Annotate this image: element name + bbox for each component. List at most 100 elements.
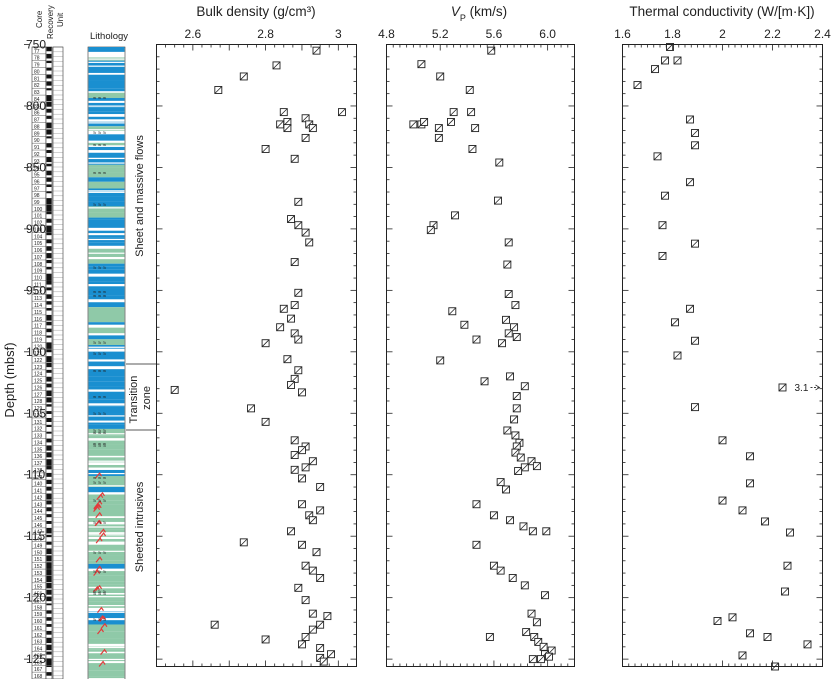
lava-texture-mark: ≈ ≈ ≈ <box>93 444 107 450</box>
data-point <box>290 436 299 445</box>
data-point <box>527 609 536 618</box>
core-number-label: 123 <box>34 365 43 371</box>
dike-band <box>88 92 125 98</box>
lava-texture-mark: ≈ ≈ ≈ <box>93 520 107 526</box>
lithology-gap <box>88 105 125 107</box>
data-point <box>305 238 314 247</box>
lava-flow-band <box>88 611 125 619</box>
core-number-label: 101 <box>34 214 43 220</box>
data-point <box>718 496 727 505</box>
recovery-bar <box>46 665 52 668</box>
core-number-label: 127 <box>34 392 43 398</box>
lava-flow-band <box>88 47 125 53</box>
lithology-gap <box>88 658 125 661</box>
recovery-bar <box>46 280 52 285</box>
core-number-label: 148 <box>34 537 43 543</box>
lava-flow-band <box>88 399 125 407</box>
core-number-label: 91 <box>34 145 40 151</box>
data-point <box>512 404 521 413</box>
recovery-bar <box>46 534 52 538</box>
data-point <box>728 613 737 622</box>
recovery-bar <box>46 637 52 644</box>
lithology-gap <box>88 493 125 495</box>
data-point <box>467 108 476 117</box>
zone-label-transition-line1: Transition <box>128 376 140 424</box>
lava-flow-band <box>88 134 125 141</box>
data-point <box>279 304 288 313</box>
core-number-label: 115 <box>34 310 42 316</box>
core-number-label: 90 <box>34 138 40 144</box>
data-point <box>514 467 523 475</box>
data-point <box>316 483 325 491</box>
core-number-label: 129 <box>34 406 43 412</box>
data-point <box>528 655 537 664</box>
data-point <box>298 388 306 397</box>
recovery-bar <box>46 356 52 363</box>
dike-band <box>88 126 125 131</box>
dike-band <box>88 307 125 315</box>
data-point <box>290 258 299 267</box>
lava-flow-band <box>88 413 125 417</box>
data-point <box>671 318 679 327</box>
data-point <box>298 540 306 549</box>
recovery-bar <box>46 60 52 64</box>
data-point <box>327 650 335 659</box>
lava-flow-band <box>88 201 125 207</box>
dike-band <box>88 588 125 593</box>
data-point <box>781 587 789 596</box>
lava-texture-mark: ≈ ≈ ≈ <box>93 294 107 300</box>
recovery-bar <box>46 603 52 606</box>
core-number-label: 108 <box>34 262 43 268</box>
dike-band <box>88 465 125 468</box>
off-scale-annotation: 3.1 <box>795 383 809 394</box>
core-number-label: 142 <box>34 495 43 501</box>
core-number-label: 167 <box>34 667 43 673</box>
core-number-label: 88 <box>34 124 40 130</box>
dike-symbol <box>93 502 101 510</box>
core-number-label: 89 <box>34 131 40 137</box>
core-number-label: 98 <box>34 193 40 199</box>
recovery-bar <box>46 184 52 188</box>
recovery-bar <box>46 253 52 259</box>
data-point <box>522 628 531 637</box>
data-point <box>489 561 498 570</box>
lava-flow-band <box>88 157 125 165</box>
lava-texture-mark: ≈ ≈ ≈ <box>93 551 107 557</box>
core-number-label: 109 <box>34 269 43 275</box>
dike-band <box>88 494 125 501</box>
data-point <box>519 522 528 531</box>
data-point <box>778 383 787 392</box>
data-point <box>301 463 310 472</box>
recovery-bar <box>46 404 52 407</box>
core-number-label: 94 <box>34 166 40 172</box>
recovery-bar <box>46 459 52 466</box>
core-number-label: 92 <box>34 152 40 158</box>
data-point <box>301 561 310 570</box>
dike-band <box>88 504 125 510</box>
data-point <box>534 637 543 646</box>
dike-band <box>88 172 125 178</box>
data-point <box>338 108 346 117</box>
lithology-gap <box>88 65 125 67</box>
recovery-bar <box>46 479 52 485</box>
recovery-bar <box>46 493 52 500</box>
core-number-label: 157 <box>34 598 43 604</box>
lava-flow-band <box>88 146 125 151</box>
depth-axis-title: Depth (mbsf) <box>2 342 17 417</box>
lithology-gap <box>88 238 125 241</box>
data-point <box>746 479 754 488</box>
data-point <box>691 129 699 137</box>
dike-symbol <box>95 584 103 592</box>
lithology-gap <box>88 61 125 63</box>
lava-flow-band <box>88 237 125 243</box>
lava-flow-band <box>88 263 125 267</box>
data-point <box>504 329 513 338</box>
lava-texture-mark: ≈ ≈ ≈ <box>93 589 107 595</box>
bulk-density-panel: Bulk density (g/cm³) 2.6 2.8 3 <box>156 4 357 667</box>
x-tick-label: 5.2 <box>432 27 449 41</box>
data-point <box>468 145 477 153</box>
recovery-bar <box>46 301 52 305</box>
data-point <box>308 124 317 133</box>
data-point <box>691 403 699 412</box>
dike-band <box>88 581 125 585</box>
